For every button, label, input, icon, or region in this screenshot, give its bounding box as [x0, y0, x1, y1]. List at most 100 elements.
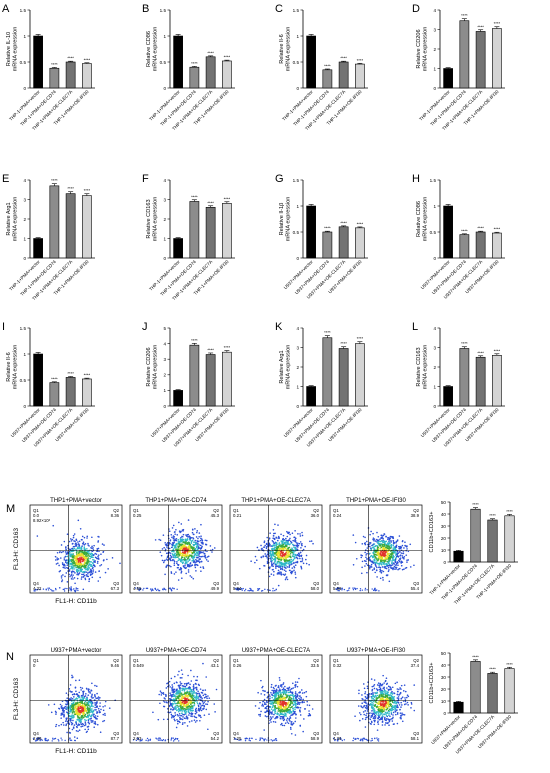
- flow-plot: THP1+PMA+OE-IFI30Q10.24Q238.9Q45.59Q355.…: [329, 498, 423, 594]
- flow-dot: [283, 565, 285, 567]
- flow-dot: [160, 694, 163, 696]
- flow-dot: [190, 712, 193, 714]
- flow-dot: [92, 696, 94, 699]
- y-axis-label: Relative CD206mRNA expression: [416, 27, 429, 72]
- flow-dot: [94, 571, 97, 573]
- y-tick-label: 40: [441, 663, 447, 668]
- flow-dot: [305, 558, 307, 561]
- flow-dot: [383, 533, 386, 535]
- flow-dot: [163, 546, 165, 549]
- flow-dot: [170, 698, 172, 701]
- flow-dot: [71, 693, 74, 696]
- quadrant-q4-value: 2.88: [33, 736, 42, 741]
- flow-dot: [76, 573, 78, 576]
- flow-dot: [182, 530, 184, 532]
- flow-dot: [97, 555, 99, 558]
- flow-dot: [187, 710, 190, 712]
- y-tick-label: 50: [441, 651, 447, 656]
- y-axis-label: CD11b+CD163+: [429, 512, 435, 553]
- flow-dot: [90, 546, 92, 549]
- flow-dot: [198, 559, 200, 561]
- flow-dot: [157, 718, 160, 721]
- flow-dot: [184, 564, 186, 567]
- flow-dot: [268, 694, 271, 696]
- bar: [355, 227, 365, 259]
- flow-dot: [291, 567, 294, 569]
- flow-dot: [65, 723, 68, 726]
- flow-dot: [56, 557, 58, 559]
- flow-dot: [102, 713, 105, 716]
- flow-dot: [79, 570, 81, 572]
- flow-dot: [164, 589, 167, 591]
- flow-dot: [406, 561, 408, 563]
- flow-dot: [193, 696, 196, 699]
- flow-dot: [179, 687, 182, 689]
- flow-dot: [84, 728, 86, 731]
- flow-dot: [371, 588, 373, 590]
- flow-dot: [294, 564, 297, 566]
- y-tick-label: 1: [163, 236, 166, 241]
- flow-dot: [92, 556, 94, 559]
- flow-dot: [60, 551, 63, 554]
- flow-dot: [76, 737, 79, 740]
- flow-dot: [75, 729, 78, 732]
- panel-label: E: [2, 173, 9, 185]
- flow-dot: [375, 569, 378, 572]
- flow-dot: [364, 536, 366, 539]
- flow-dot: [400, 560, 403, 563]
- flow-dot: [93, 722, 96, 725]
- flow-dot: [80, 538, 83, 541]
- significance-label: ****: [51, 62, 58, 67]
- flow-dot: [272, 562, 275, 565]
- flow-dot: [60, 737, 62, 739]
- flow-dot: [86, 696, 88, 699]
- flow-dot: [292, 559, 294, 562]
- flow-dot: [403, 556, 406, 558]
- flow-dot: [234, 587, 236, 590]
- flow-dot: [170, 588, 172, 590]
- flow-dot: [84, 548, 87, 551]
- flow-dot: [79, 565, 81, 567]
- flow-dot: [258, 549, 260, 551]
- flow-dot: [80, 723, 83, 726]
- bar: [475, 31, 486, 89]
- flow-dot: [71, 572, 73, 574]
- flow-dot: [55, 725, 57, 728]
- flow-dot: [86, 535, 89, 538]
- flow-dot: [168, 547, 171, 550]
- bar: [459, 20, 470, 89]
- flow-dot: [363, 560, 366, 562]
- bar: [306, 386, 316, 407]
- flow-dot: [78, 714, 80, 716]
- panel-label: I: [2, 321, 5, 333]
- flow-dot: [289, 537, 291, 540]
- flow-dot: [199, 694, 201, 697]
- flow-dot: [388, 556, 390, 559]
- flow-dot: [270, 573, 273, 575]
- flow-dot: [286, 540, 289, 543]
- flow-dot: [196, 530, 199, 532]
- bar: [443, 386, 453, 407]
- flow-dot: [384, 559, 387, 562]
- flow-dot: [180, 698, 183, 701]
- flow-dot: [149, 588, 152, 590]
- flow-dot: [277, 569, 280, 572]
- flow-dot: [192, 697, 195, 700]
- flow-dot: [84, 721, 87, 723]
- flow-dot: [158, 538, 160, 541]
- flow-dot: [67, 552, 69, 555]
- flow-dot: [193, 533, 195, 536]
- flow-dot: [374, 556, 377, 558]
- y-tick-label: 4: [163, 341, 166, 346]
- flow-dot: [175, 705, 177, 707]
- flow-dot: [60, 723, 63, 726]
- flow-dot: [264, 544, 266, 547]
- flow-dot: [191, 715, 193, 718]
- y-tick-label: 0.5: [293, 60, 300, 65]
- flow-dot: [401, 540, 404, 543]
- category-label: U937+PMA+vector: [10, 407, 41, 438]
- flow-dot: [296, 681, 299, 683]
- flow-dot: [65, 548, 67, 551]
- flow-dot: [263, 564, 265, 567]
- y-tick-label: 1: [433, 384, 436, 389]
